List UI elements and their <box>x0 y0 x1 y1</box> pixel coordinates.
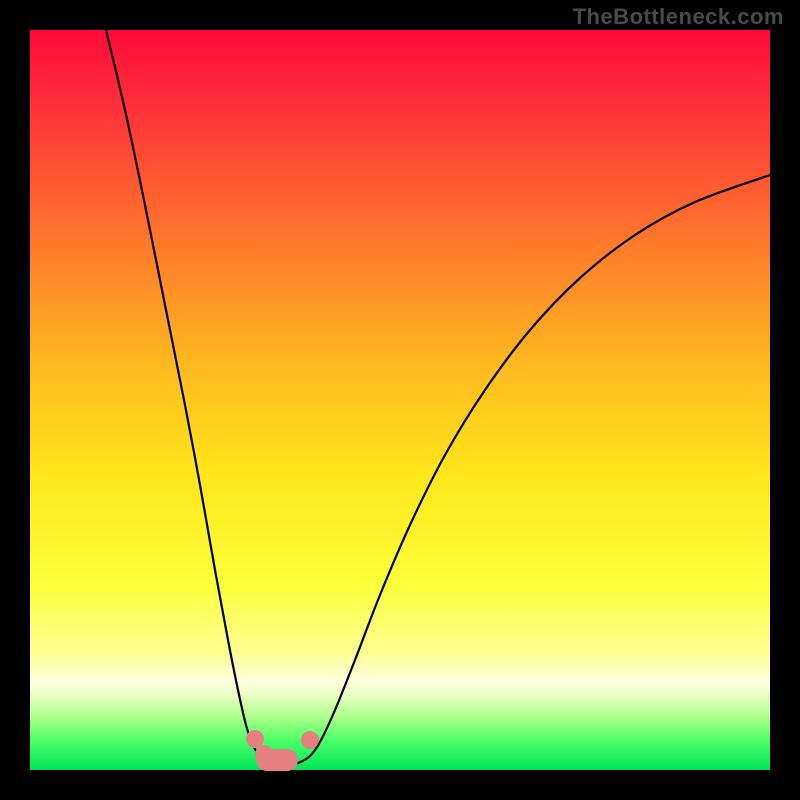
valley-marker-group <box>246 730 319 771</box>
chart-frame: TheBottleneck.com <box>0 0 800 800</box>
valley-dot <box>255 745 273 763</box>
watermark-text: TheBottleneck.com <box>573 4 784 30</box>
bottleneck-curve <box>106 30 770 766</box>
curve-layer <box>30 30 770 770</box>
valley-dot <box>246 730 264 748</box>
plot-area <box>30 30 770 770</box>
valley-dot <box>301 731 319 749</box>
